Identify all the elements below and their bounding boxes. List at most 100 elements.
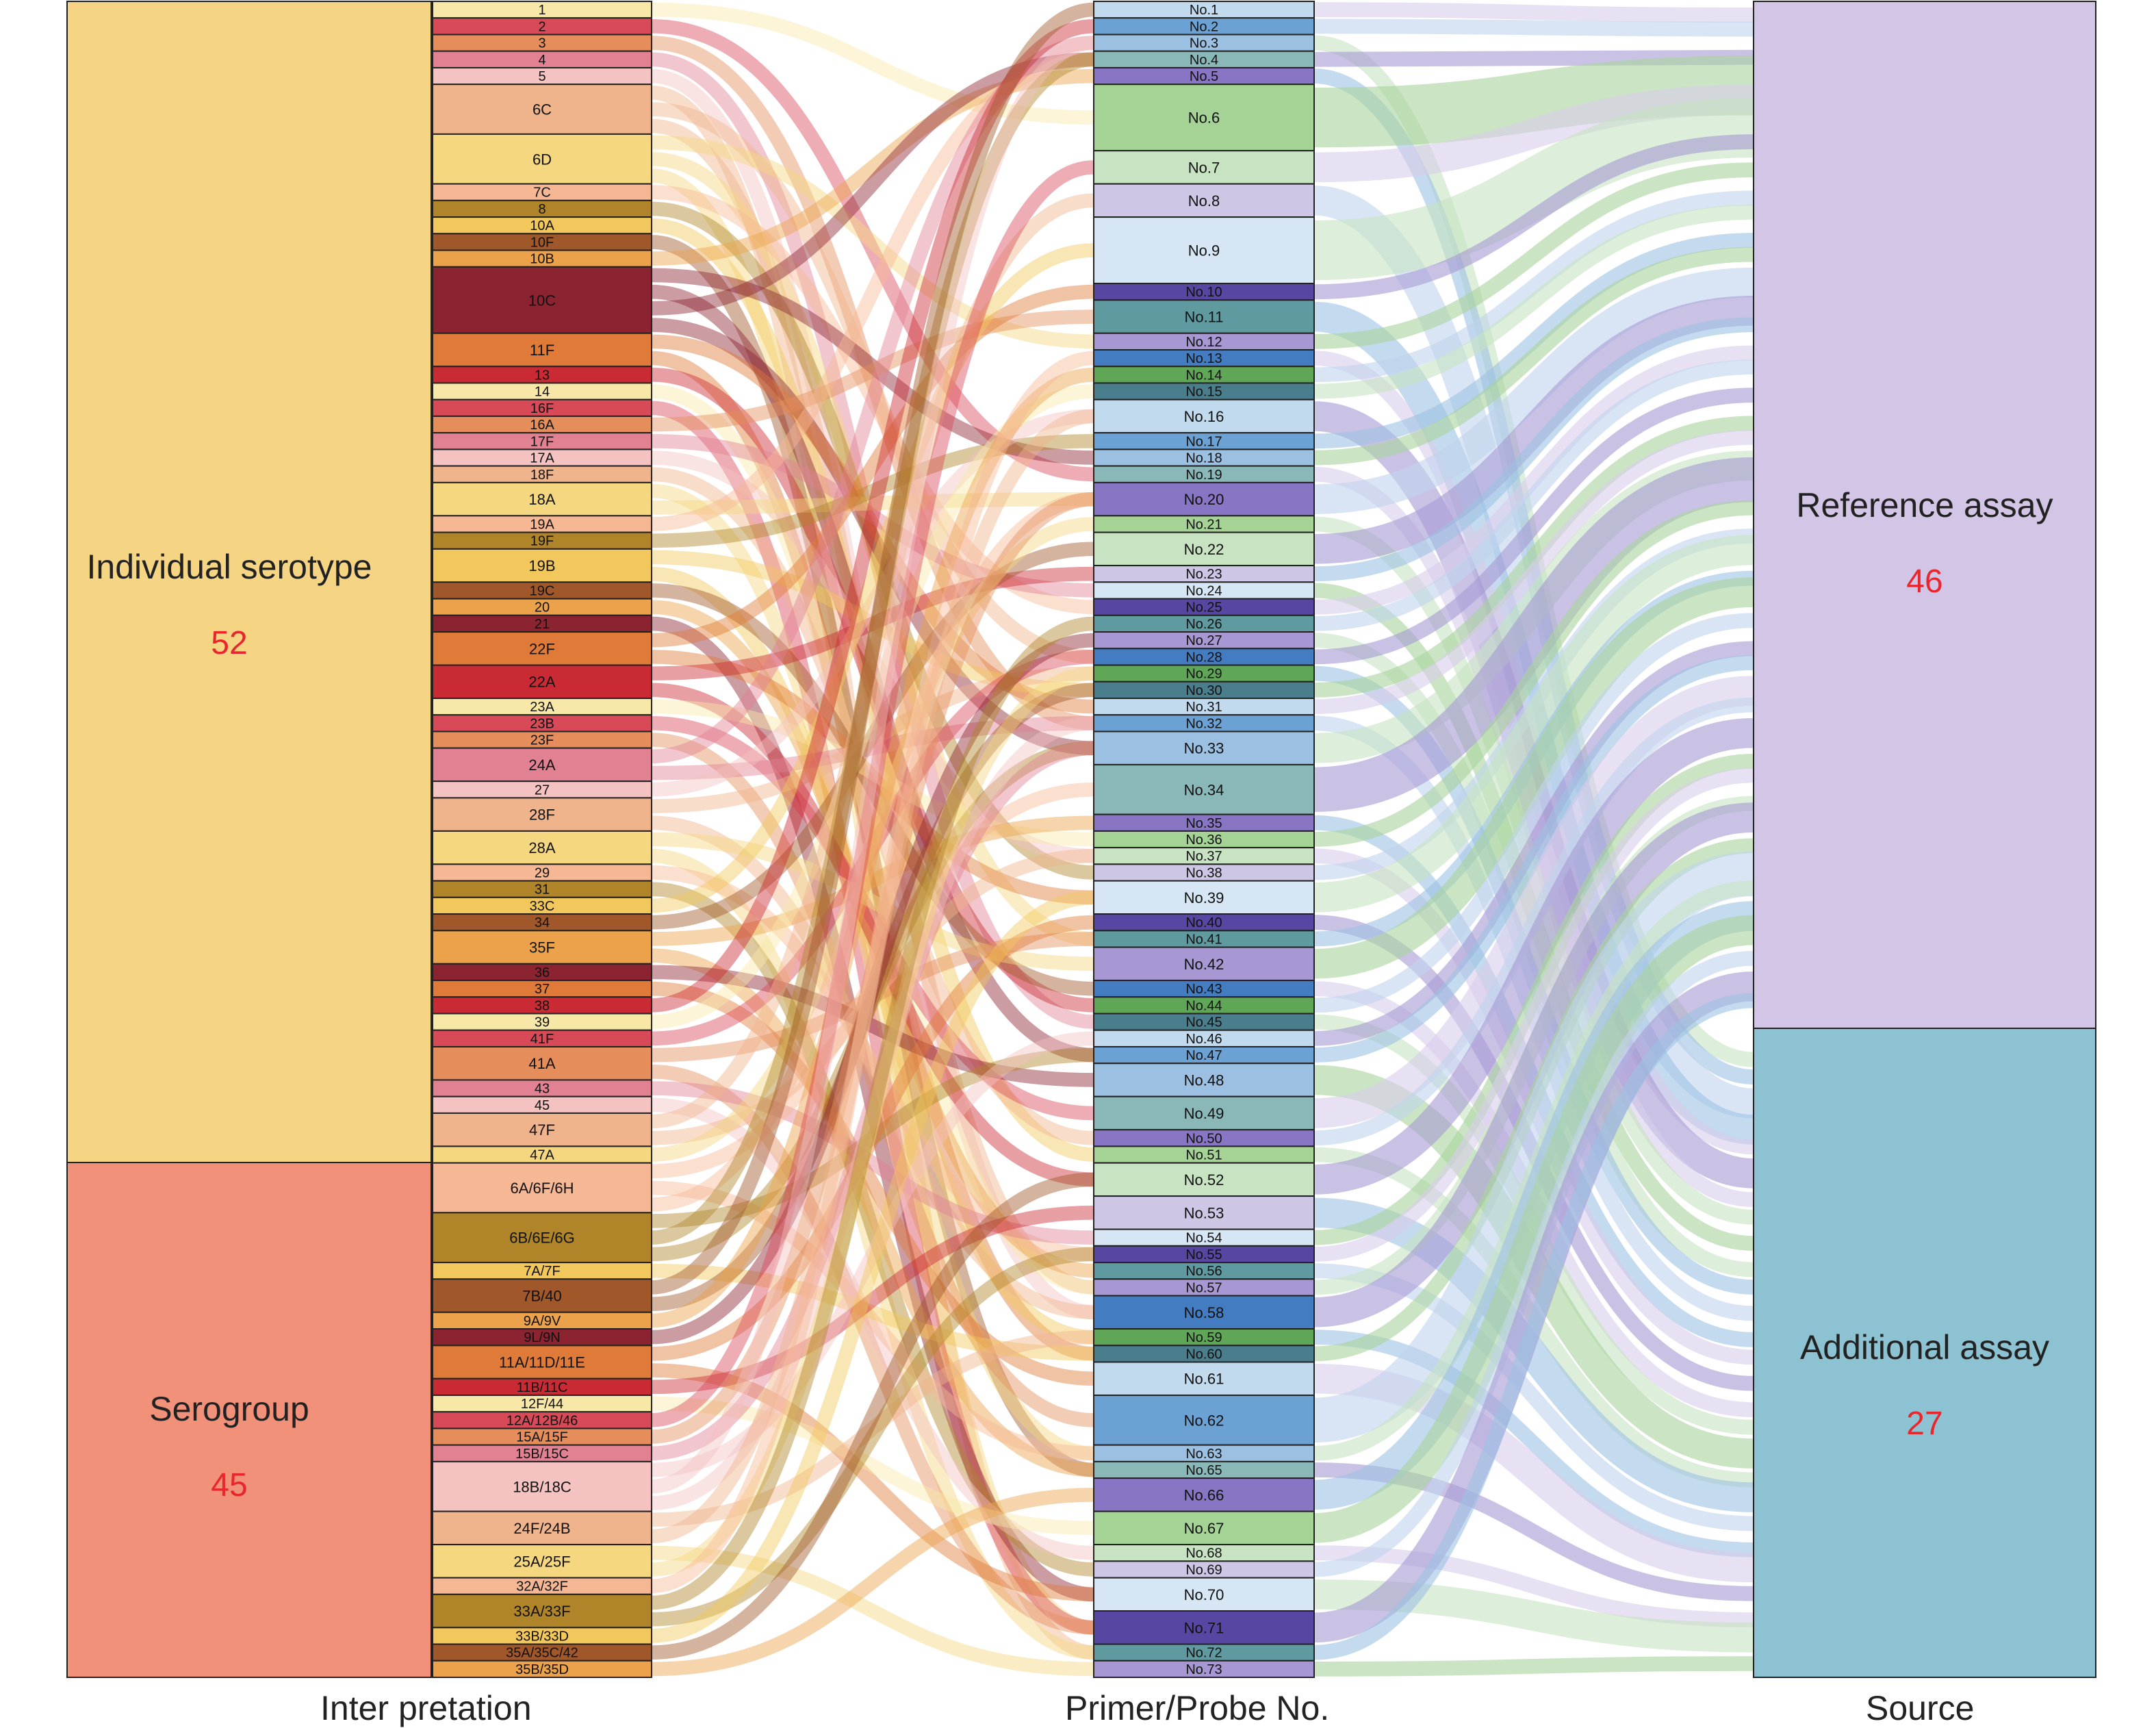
primer-block-no-41 bbox=[1093, 930, 1315, 948]
primer-block-no-37 bbox=[1093, 847, 1315, 865]
serotype-label-39: 39 bbox=[535, 1015, 550, 1030]
primer-block-no-4 bbox=[1093, 50, 1315, 68]
flow-serotype-23a-to-no-36 bbox=[651, 699, 1094, 847]
primer-label-no-33: No.33 bbox=[1184, 740, 1224, 757]
primer-to-source-flows bbox=[1313, 2, 1755, 1677]
flow-serotype-39-to-no-15 bbox=[651, 384, 1094, 1029]
flow-serotype-28f-to-no-58 bbox=[651, 815, 1094, 1320]
flow-serotype-10f-to-no-65 bbox=[651, 235, 1094, 1477]
serotype-label-23a: 23A bbox=[530, 700, 554, 715]
reference-assay-count: 46 bbox=[1906, 563, 1942, 600]
flow-serotype-41a-to-no-41 bbox=[651, 932, 1094, 1063]
primer-block-no-14 bbox=[1093, 366, 1315, 384]
serotype-label-2: 2 bbox=[538, 19, 546, 34]
serotype-block-6b-6e-6g bbox=[432, 1212, 652, 1264]
flow-serotype-43-to-no-54 bbox=[651, 1081, 1094, 1245]
serotype-block-1 bbox=[432, 1, 652, 19]
flow-no-1-to-reference-assay bbox=[1313, 2, 1754, 23]
source-column: Reference assay 46 Additional assay 27 bbox=[1753, 1, 2096, 1678]
primer-block-no-30 bbox=[1093, 681, 1315, 699]
primer-label-no-13: No.13 bbox=[1185, 351, 1222, 366]
primer-block-no-63 bbox=[1093, 1444, 1315, 1462]
flow-serotype-47a-to-no-21 bbox=[651, 517, 1094, 1162]
flow-serotype-9l-9n-to-no-27 bbox=[651, 633, 1094, 1345]
serogroup-count: 45 bbox=[211, 1467, 247, 1503]
flow-no-17-to-reference-assay bbox=[1313, 233, 1754, 449]
serotype-label-23f: 23F bbox=[530, 733, 554, 748]
primer-label-no-66: No.66 bbox=[1184, 1486, 1224, 1503]
primer-label-no-60: No.60 bbox=[1185, 1347, 1222, 1362]
serotype-label-28a: 28A bbox=[528, 839, 555, 856]
serotype-label-15a-15f: 15A/15F bbox=[516, 1430, 568, 1445]
primer-block-no-67 bbox=[1093, 1510, 1315, 1546]
flow-serotype-6a-6f-6h-to-no-63 bbox=[651, 1180, 1094, 1461]
primer-label-no-2: No.2 bbox=[1190, 19, 1218, 34]
primer-label-no-6: No.6 bbox=[1188, 110, 1220, 127]
serotype-column: 123456C6D7C810A10F10B10C11F131416F16A17F… bbox=[432, 1, 652, 1679]
serotype-label-17f: 17F bbox=[530, 434, 554, 449]
serotype-label-15b-15c: 15B/15C bbox=[515, 1447, 569, 1462]
primer-label-no-15: No.15 bbox=[1185, 385, 1222, 400]
primer-block-no-42 bbox=[1093, 946, 1315, 982]
flow-no-10-to-reference-assay bbox=[1313, 134, 1754, 300]
serotype-block-23f bbox=[432, 730, 652, 749]
primer-block-no-22 bbox=[1093, 531, 1315, 567]
serotype-block-19b bbox=[432, 548, 652, 583]
serogroup-label: Serogroup bbox=[149, 1390, 309, 1428]
primer-block-no-54 bbox=[1093, 1228, 1315, 1247]
serotype-label-29: 29 bbox=[535, 865, 550, 880]
serotype-label-33a-33f: 33A/33F bbox=[513, 1603, 570, 1620]
serotype-label-31: 31 bbox=[535, 882, 550, 898]
flow-serotype-6d-to-no-41 bbox=[651, 151, 1094, 946]
individual-serotype-count: 52 bbox=[211, 625, 247, 661]
primer-block-no-23 bbox=[1093, 565, 1315, 583]
primer-block-no-26 bbox=[1093, 614, 1315, 633]
primer-label-no-20: No.20 bbox=[1184, 491, 1224, 508]
flow-serotype-18a-to-no-63 bbox=[651, 483, 1094, 1461]
serotype-label-22f: 22F bbox=[529, 640, 555, 657]
flow-serotype-33c-to-no-9 bbox=[651, 243, 1094, 913]
flow-serotype-45-to-no-68 bbox=[651, 1097, 1094, 1560]
primer-block-no-57 bbox=[1093, 1278, 1315, 1297]
flow-serotype-6b-6e-6g-to-no-4 bbox=[651, 52, 1094, 1245]
flow-no-34-to-reference-assay bbox=[1313, 457, 1754, 813]
flow-serotype-4-to-no-45 bbox=[651, 52, 1094, 1029]
primer-label-no-56: No.56 bbox=[1185, 1264, 1222, 1279]
serotype-label-24f-24b: 24F/24B bbox=[513, 1520, 570, 1537]
serotype-block-6d bbox=[432, 133, 652, 185]
flow-no-47-to-reference-assay bbox=[1313, 655, 1754, 1063]
flow-serotype-3-to-no-32 bbox=[651, 36, 1094, 730]
primer-block-no-34 bbox=[1093, 763, 1315, 815]
primer-block-no-6 bbox=[1093, 84, 1315, 152]
primer-label-no-7: No.7 bbox=[1188, 159, 1220, 176]
serotype-block-6a-6f-6h bbox=[432, 1162, 652, 1214]
flow-serotype-6c-to-no-28 bbox=[651, 102, 1094, 664]
primer-label-no-57: No.57 bbox=[1185, 1280, 1222, 1295]
serotype-label-38: 38 bbox=[535, 998, 550, 1013]
primer-label-no-32: No.32 bbox=[1185, 716, 1222, 731]
flow-serotype-18f-to-no-50 bbox=[651, 467, 1094, 1145]
primer-label-no-36: No.36 bbox=[1185, 833, 1222, 848]
serotype-block-3 bbox=[432, 34, 652, 52]
serotype-block-10c bbox=[432, 266, 652, 334]
flow-serotype-19c-to-no-43 bbox=[651, 583, 1094, 996]
flow-serotype-6d-to-no-12 bbox=[651, 135, 1094, 349]
serotype-block-35f bbox=[432, 930, 652, 965]
flow-serotype-6c-to-no-57 bbox=[651, 118, 1094, 1295]
flow-no-28-to-reference-assay bbox=[1313, 387, 1754, 665]
primer-label-no-25: No.25 bbox=[1185, 600, 1222, 615]
serotype-block-33c bbox=[432, 896, 652, 915]
serotype-label-6a-6f-6h: 6A/6F/6H bbox=[511, 1180, 574, 1197]
flow-serotype-8-to-no-38 bbox=[651, 201, 1094, 880]
flow-no-26-to-reference-assay bbox=[1313, 359, 1754, 631]
flow-serotype-22a-to-no-52 bbox=[651, 683, 1094, 1187]
serotype-block-33b-33d bbox=[432, 1627, 652, 1645]
serotype-label-18b-18c: 18B/18C bbox=[513, 1478, 572, 1495]
flow-serotype-16a-to-no-11 bbox=[651, 309, 1094, 432]
flow-no-67-to-reference-assay bbox=[1313, 915, 1754, 1543]
serotype-label-41f: 41F bbox=[530, 1032, 554, 1047]
primer-block-no-21 bbox=[1093, 515, 1315, 533]
serotype-block-25a-25f bbox=[432, 1544, 652, 1579]
serotype-label-27: 27 bbox=[535, 783, 550, 798]
flow-serotype-24a-to-no-3 bbox=[651, 36, 1094, 764]
